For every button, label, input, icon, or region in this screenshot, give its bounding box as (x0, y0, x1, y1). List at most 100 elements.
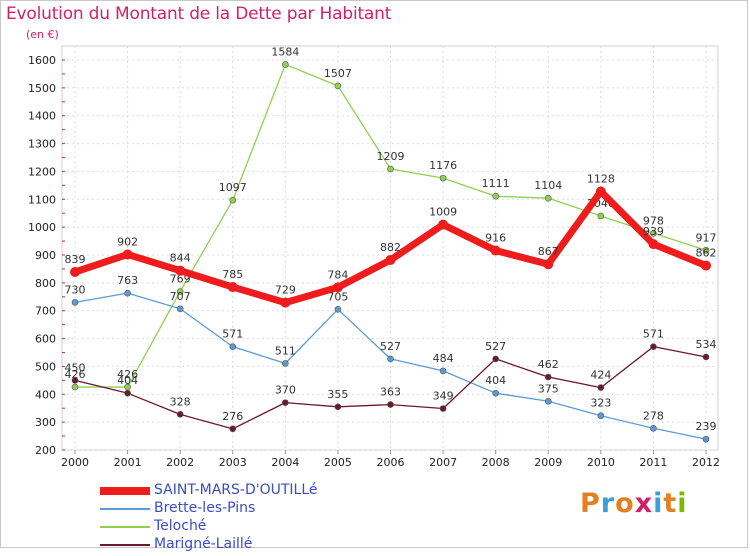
legend-label: Teloché (154, 518, 207, 534)
data-label: 1104 (534, 179, 562, 192)
legend-label: SAINT-MARS-D'OUTILLé (154, 482, 318, 498)
data-point (334, 82, 342, 90)
data-point (124, 289, 131, 297)
logo-letter: i (677, 488, 688, 519)
data-point (387, 165, 394, 173)
x-tick-label: 2011 (639, 456, 667, 469)
data-point (280, 297, 291, 308)
data-point (439, 405, 447, 412)
y-tick-label: 1300 (28, 138, 56, 151)
data-label: 1507 (324, 67, 352, 80)
data-label: 571 (643, 328, 664, 341)
data-point (229, 343, 237, 350)
data-label: 484 (433, 352, 454, 365)
data-label: 862 (696, 247, 717, 260)
y-tick-label: 700 (35, 305, 56, 318)
data-point (282, 360, 289, 367)
y-tick-label: 800 (35, 277, 56, 290)
data-point (544, 397, 552, 405)
logo-letter: P (580, 488, 601, 519)
x-tick-label: 2002 (166, 456, 194, 469)
logo-letter: x (634, 488, 654, 519)
data-point (702, 435, 710, 443)
data-label: 729 (275, 284, 296, 297)
data-label: 978 (643, 214, 664, 227)
legend-item-brette: Brette-les-Pins (100, 500, 420, 520)
data-point (175, 265, 186, 276)
data-point (282, 61, 289, 68)
y-tick-label: 600 (35, 333, 56, 346)
x-tick-label: 2005 (324, 456, 352, 469)
data-label: 375 (538, 382, 559, 395)
data-point (439, 174, 447, 182)
data-point (650, 229, 657, 237)
data-label: 705 (327, 290, 348, 303)
data-label: 355 (327, 388, 348, 401)
x-tick-label: 2006 (377, 456, 405, 469)
data-label: 844 (170, 252, 191, 265)
data-label: 527 (485, 340, 506, 353)
data-label: 1097 (219, 181, 247, 194)
x-tick-label: 2000 (61, 456, 89, 469)
data-label: 349 (433, 389, 454, 402)
chart-unit: (en €) (26, 28, 59, 41)
x-tick-label: 2009 (534, 456, 562, 469)
x-tick-label: 2001 (114, 456, 142, 469)
data-point (544, 373, 552, 381)
data-label: 916 (485, 232, 506, 245)
data-label: 763 (117, 274, 138, 287)
data-point (650, 424, 657, 432)
data-point (70, 266, 80, 277)
y-tick-label: 300 (35, 416, 56, 429)
data-label: 404 (485, 374, 506, 387)
data-point (597, 412, 605, 420)
data-label: 534 (696, 338, 717, 351)
x-tick-label: 2010 (587, 456, 615, 469)
data-point (176, 288, 184, 295)
data-point (122, 249, 133, 260)
legend-item-teloche: Teloché (100, 518, 420, 538)
data-point (334, 306, 342, 313)
data-point (702, 353, 710, 361)
data-label: 1111 (482, 177, 510, 190)
data-label: 363 (380, 386, 401, 399)
data-label: 426 (117, 368, 138, 381)
data-point (227, 282, 238, 293)
data-point (332, 282, 343, 293)
chart-title: Evolution du Montant de la Dette par Hab… (6, 4, 392, 24)
data-label: 426 (65, 368, 86, 381)
data-point (648, 239, 659, 250)
data-label: 785 (222, 268, 243, 281)
legend-swatch (100, 544, 150, 546)
proxiti-logo: Proxiti (580, 488, 688, 519)
data-point (701, 260, 711, 271)
data-point (387, 355, 394, 363)
logo-letter: r (600, 488, 616, 519)
legend-label: Brette-les-Pins (154, 500, 256, 516)
data-label: 511 (275, 344, 296, 357)
data-label: 939 (643, 225, 664, 238)
legend-item-saint-mars: SAINT-MARS-D'OUTILLé (100, 482, 420, 502)
data-label: 404 (117, 374, 138, 387)
data-label: 882 (380, 241, 401, 254)
y-tick-label: 500 (35, 360, 56, 373)
data-label: 1176 (429, 159, 457, 172)
data-label: 424 (590, 369, 611, 382)
y-tick-label: 1500 (28, 82, 56, 95)
data-point (595, 186, 606, 197)
data-point (439, 367, 447, 375)
data-point (544, 194, 552, 202)
legend-swatch (100, 508, 150, 510)
data-point (334, 403, 342, 411)
y-tick-label: 900 (35, 249, 56, 262)
data-label: 917 (696, 231, 717, 244)
data-label: 450 (65, 361, 86, 374)
data-point (492, 389, 499, 397)
logo-letter: o (615, 488, 635, 519)
data-point (597, 384, 605, 391)
data-point (176, 305, 184, 313)
legend-item-marigne: Marigné-Laillé (100, 536, 420, 556)
data-point (71, 383, 79, 391)
